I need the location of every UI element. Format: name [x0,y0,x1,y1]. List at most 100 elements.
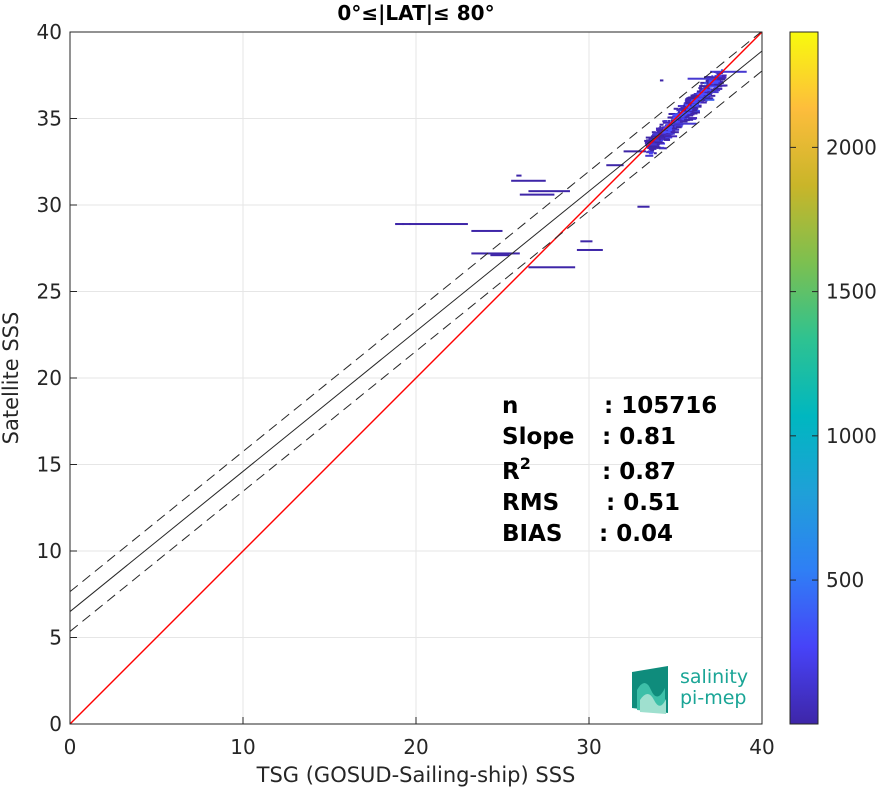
density-point [667,133,673,136]
density-point [677,112,681,115]
density-point [708,79,713,82]
density-point [678,110,681,113]
density-point [659,123,664,126]
density-point [695,94,699,97]
density-point [663,138,670,141]
density-point [668,130,674,133]
density-point [678,107,685,110]
density-segment [528,190,570,193]
density-point [710,70,747,73]
density-point [704,90,711,93]
density-point [668,129,673,132]
density-point [705,98,715,101]
density-point [718,74,727,77]
density-point [652,133,659,136]
density-point [688,117,698,120]
stat-label: Slope [502,424,574,450]
density-point [676,109,683,112]
density-segment [516,174,522,177]
x-tick-label: 20 [403,735,428,759]
regression-line [70,50,762,612]
density-point [708,76,717,79]
y-tick-label: 20 [37,366,62,390]
density-segment [471,229,503,232]
stat-label-text: RMS [502,490,559,516]
x-tick-label: 40 [749,735,774,759]
density-point [714,89,721,92]
density-point [695,105,702,108]
density-point [670,122,678,125]
density-point [709,85,717,88]
density-point [710,91,719,94]
density-point [686,114,694,117]
density-point [687,106,693,109]
density-point [655,127,661,130]
density-point [647,143,657,146]
density-point [653,152,657,155]
density-point [660,137,665,140]
density-segment [623,150,647,153]
density-segment [659,79,664,82]
y-tick-label: 15 [37,453,62,477]
stat-superscript: 2 [520,454,531,473]
density-point [686,100,691,103]
density-segment [490,254,510,257]
density-point [671,131,679,134]
density-point [679,120,688,123]
density-point [653,132,661,135]
x-tick-label: 0 [64,735,77,759]
density-point [720,84,726,87]
density-point [695,98,703,101]
density-point [663,136,672,139]
density-point [706,83,716,86]
density-point [645,136,654,139]
density-point [409,223,412,226]
density-point [690,111,700,114]
density-point [395,223,398,226]
density-point [699,85,708,88]
x-tick-label: 10 [230,735,255,759]
density-point [675,126,682,129]
colorbar [789,31,819,725]
y-tick-label: 0 [49,712,62,736]
density-point [702,89,708,92]
density-point [711,75,714,78]
density-point [402,223,405,226]
density-point [644,139,654,142]
density-point [712,80,720,83]
density-point [671,127,678,130]
density-point [645,154,654,157]
density-point [706,81,709,84]
density-segment [576,248,603,251]
stat-value: : 105716 [604,393,717,419]
density-point [680,119,683,122]
density-point [673,120,679,123]
density-point [705,89,712,92]
density-point [683,102,686,105]
y-axis-label: Satellite SSS [0,312,23,445]
density-point [699,88,702,91]
density-point [684,102,693,105]
density-point [659,125,662,128]
density-segment [471,252,520,255]
stat-label: BIAS [502,521,562,547]
density-point [674,114,678,117]
density-point [656,129,662,132]
density-point [662,121,671,124]
density-segment [511,179,546,182]
density-point [718,76,727,79]
stat-value: : 0.87 [602,459,676,485]
logo-waves-icon [632,666,668,714]
density-point [704,76,712,79]
density-point [684,118,694,121]
colorbar-tick-label: 1500 [826,280,877,304]
stats-box: n: 105716 Slope: 0.81 R2: 0.87 RMS: 0.51 BIA… [502,393,717,547]
density-segment [637,205,650,208]
density-point [698,87,703,90]
y-tick-label: 5 [49,626,62,650]
stat-label: RMS [502,490,559,516]
density-point [679,104,684,107]
density-point [646,150,654,153]
density-point [707,94,716,97]
